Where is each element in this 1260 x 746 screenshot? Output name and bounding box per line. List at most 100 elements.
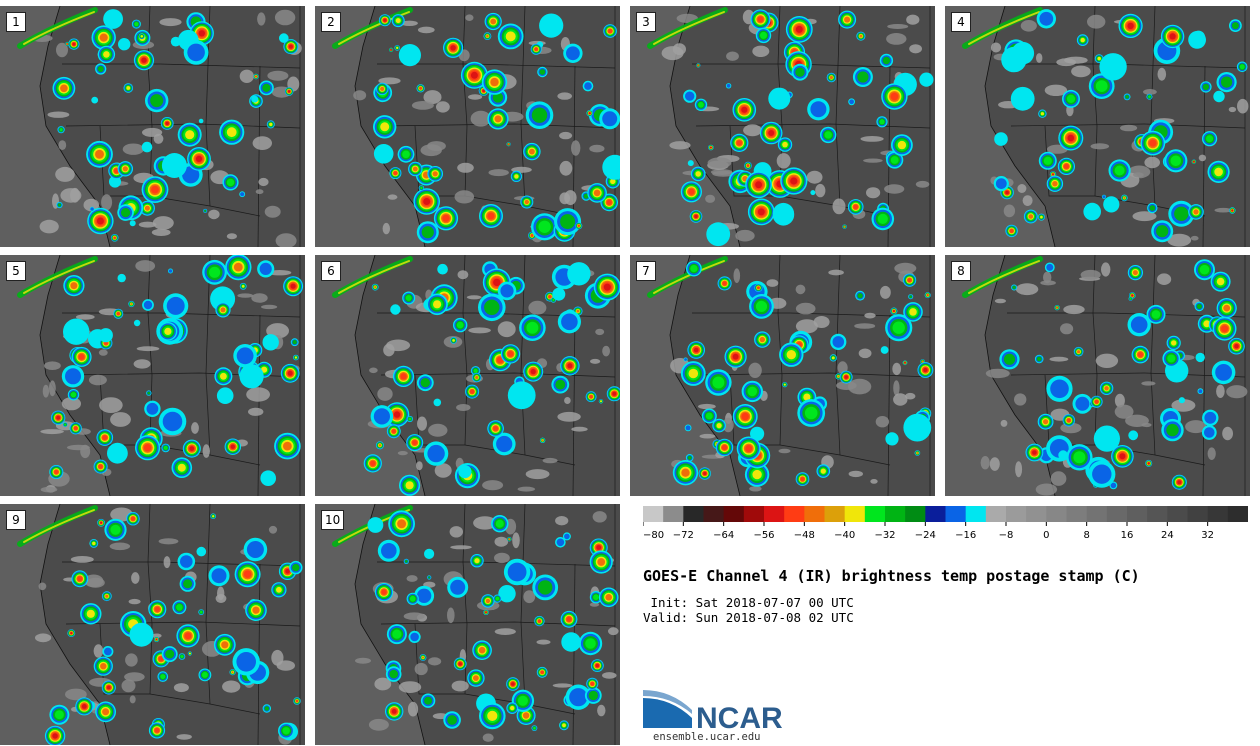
cloud-patch xyxy=(1125,414,1149,427)
cloud-patch xyxy=(1087,14,1106,29)
cloud-patch xyxy=(559,131,573,140)
cloud-patch xyxy=(125,653,138,667)
convective-cell xyxy=(64,423,67,426)
convective-cell xyxy=(1214,167,1223,177)
convective-cell xyxy=(755,181,763,189)
convective-cell xyxy=(221,641,229,649)
convective-cell xyxy=(548,295,552,299)
cloud-patch xyxy=(264,205,281,218)
convective-cell xyxy=(239,364,264,389)
convective-cell xyxy=(1063,163,1069,169)
convective-cell xyxy=(1123,196,1126,199)
convective-cell xyxy=(1223,304,1231,312)
convective-cell xyxy=(606,199,612,205)
cloud-patch xyxy=(602,345,610,357)
convective-cell xyxy=(745,445,753,452)
convective-cell xyxy=(1050,379,1069,399)
convective-cell xyxy=(892,310,895,312)
convective-cell xyxy=(1067,418,1071,423)
convective-cell xyxy=(196,546,207,557)
convective-cell xyxy=(511,682,515,686)
cloud-patch xyxy=(423,90,442,105)
colorbar-segment-26 xyxy=(1147,506,1168,522)
convective-cell xyxy=(1171,340,1177,346)
convective-cell xyxy=(810,190,816,196)
convective-cell xyxy=(505,31,516,42)
cloud-patch xyxy=(398,681,422,693)
cloud-patch xyxy=(705,194,716,203)
cloud-patch xyxy=(47,111,70,118)
cloud-patch xyxy=(1020,20,1037,32)
cloud-patch xyxy=(887,24,909,29)
cloud-patch xyxy=(226,233,237,240)
cloud-patch xyxy=(1003,204,1016,218)
convective-cell xyxy=(182,166,200,184)
convective-cell xyxy=(1032,450,1037,455)
ensemble-member-panel-8: 8 xyxy=(945,255,1250,496)
convective-cell xyxy=(230,444,235,449)
convective-cell xyxy=(81,704,87,709)
cloud-patch xyxy=(894,262,917,274)
convective-cell xyxy=(1127,22,1134,30)
cloud-patch xyxy=(239,69,254,83)
convective-cell xyxy=(837,375,840,378)
colorbar-segment-25 xyxy=(1127,506,1148,522)
cloud-patch xyxy=(1157,273,1172,285)
ir-map-6 xyxy=(315,255,620,496)
ir-map-9 xyxy=(0,504,305,745)
convective-cell xyxy=(416,588,432,603)
convective-cell xyxy=(752,469,762,480)
convective-cell xyxy=(603,283,611,291)
cloud-patch xyxy=(84,574,104,588)
convective-cell xyxy=(1110,482,1117,489)
cloud-patch xyxy=(915,180,930,188)
convective-cell xyxy=(831,356,835,360)
convective-cell xyxy=(170,36,181,47)
convective-cell xyxy=(70,392,77,398)
cloud-patch xyxy=(128,598,141,605)
cloud-patch xyxy=(1043,271,1052,284)
convective-cell xyxy=(180,555,193,568)
convective-cell xyxy=(282,727,290,735)
cloud-patch xyxy=(989,457,1000,471)
cloud-patch xyxy=(176,734,192,740)
cloud-patch xyxy=(258,177,269,187)
convective-cell xyxy=(897,140,907,150)
convective-cell xyxy=(493,278,501,287)
convective-cell xyxy=(760,31,767,39)
convective-cell xyxy=(890,156,899,164)
convective-cell xyxy=(292,340,297,345)
convective-cell xyxy=(410,632,419,642)
convective-cell xyxy=(70,282,78,290)
cloud-patch xyxy=(571,426,588,432)
convective-cell xyxy=(687,160,694,167)
convective-cell xyxy=(1114,165,1125,176)
cloud-patch xyxy=(722,417,734,433)
convective-cell xyxy=(703,471,707,476)
convective-cell xyxy=(165,121,169,126)
cloud-patch xyxy=(1114,393,1125,408)
cloud-patch xyxy=(1049,356,1069,362)
state-boundary xyxy=(1092,255,1098,446)
cloud-patch xyxy=(557,92,572,100)
convective-cell xyxy=(1192,160,1195,163)
convective-cell xyxy=(141,57,147,63)
convective-cell xyxy=(538,220,551,233)
convective-cell xyxy=(995,178,1007,190)
convective-cell xyxy=(110,524,121,535)
convective-cell xyxy=(381,543,397,559)
cloud-patch xyxy=(355,657,371,664)
cloud-patch xyxy=(870,479,878,484)
convective-cell xyxy=(890,92,899,101)
convective-cell xyxy=(555,379,566,390)
convective-cell xyxy=(66,43,69,45)
convective-cell xyxy=(421,656,425,659)
convective-cell xyxy=(496,356,504,364)
ensemble-member-panel-2: 2 xyxy=(315,6,620,247)
convective-cell xyxy=(226,127,237,138)
cloud-patch xyxy=(494,628,516,635)
convective-cell xyxy=(199,610,203,614)
cloud-patch xyxy=(589,144,605,153)
convective-cell xyxy=(712,376,725,389)
cloud-patch xyxy=(191,422,199,434)
